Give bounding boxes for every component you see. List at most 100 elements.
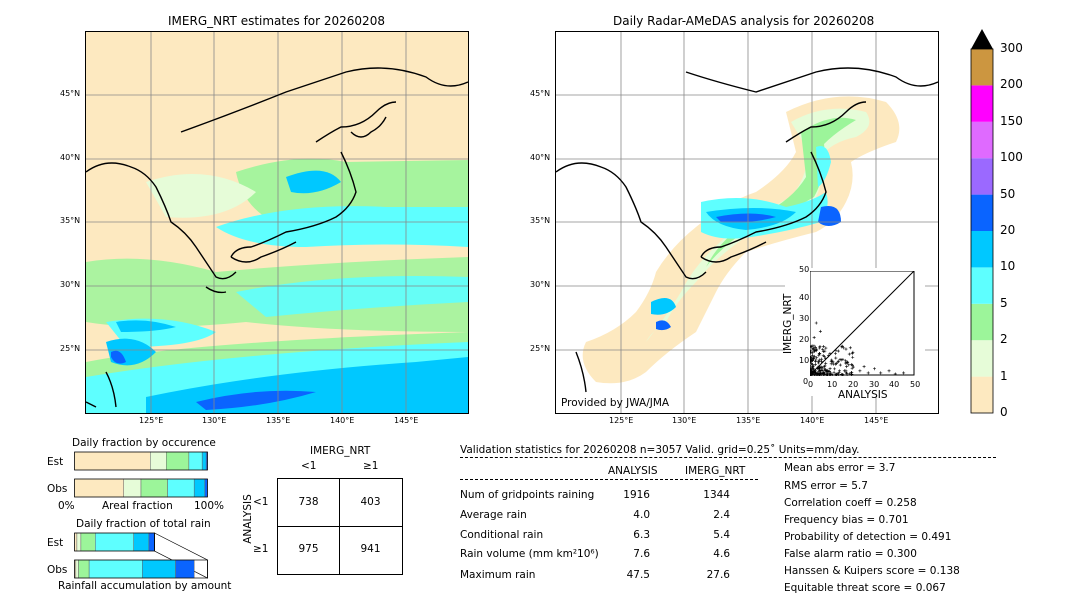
lat-label: 30°N	[530, 280, 551, 289]
occurrence-axis-left: 0%	[58, 500, 75, 512]
scatter-point	[810, 355, 813, 359]
scatter-point	[833, 367, 837, 371]
total-rain-row-label: Obs	[47, 564, 68, 576]
scatter-point	[810, 348, 812, 352]
scatter-point	[812, 354, 816, 358]
scatter-point	[831, 373, 835, 376]
scatter-point	[832, 371, 836, 375]
lon-label: 130°E	[672, 416, 697, 425]
scatter-x-tick: 50	[910, 380, 921, 389]
occurrence-obs-segment	[74, 478, 124, 498]
colorbar-block	[971, 231, 993, 268]
validation-row-analysis: 1916	[623, 489, 650, 501]
scatter-point	[887, 369, 891, 373]
validation-row-label: Rain volume (mm km²10⁶)	[460, 548, 599, 560]
scatter-point	[813, 362, 817, 366]
scatter-point	[837, 369, 841, 373]
total-rain-obs-segment	[75, 559, 79, 579]
left-map-rain-field	[86, 32, 468, 413]
validation-score: RMS error = 5.7	[784, 480, 868, 492]
scatter-y-tick: 40	[799, 293, 810, 302]
scatter-point	[848, 372, 852, 376]
scatter-point	[810, 367, 812, 371]
scatter-point	[902, 371, 906, 375]
scatter-point	[845, 365, 849, 369]
colorbar-block	[971, 376, 993, 413]
scatter-point	[814, 345, 818, 349]
scatter-point	[810, 345, 812, 349]
total-rain-est-segment	[148, 532, 155, 552]
scatter-point	[815, 372, 819, 376]
scatter-point	[822, 354, 826, 358]
validation-col-imerg: IMERG_NRT	[685, 465, 746, 477]
scatter-point	[810, 371, 813, 375]
scatter-point	[832, 362, 836, 366]
lat-label: 25°N	[530, 344, 551, 353]
validation-row-imerg: 2.4	[713, 509, 730, 521]
occurrence-obs-segment	[193, 478, 206, 498]
colorbar	[970, 29, 994, 414]
scatter-point	[842, 369, 846, 373]
scatter-point	[810, 344, 814, 348]
validation-score: Frequency bias = 0.701	[784, 514, 909, 526]
scatter-point	[829, 371, 833, 375]
colorbar-block	[971, 85, 993, 122]
scatter-point	[820, 357, 824, 361]
scatter-y-tick: 10	[799, 356, 810, 365]
scatter-x-tick: 0	[808, 380, 814, 389]
total-rain-obs-segment	[78, 559, 90, 579]
scatter-y-tick: 0	[803, 377, 809, 386]
scatter-point	[850, 363, 854, 367]
lon-label: 140°E	[800, 416, 825, 425]
scatter-plot	[810, 271, 915, 376]
colorbar-extend-triangle	[971, 29, 993, 49]
validation-divider	[460, 457, 996, 458]
occurrence-est-segment	[201, 451, 207, 471]
scatter-point	[838, 358, 842, 362]
scatter-point	[810, 372, 814, 376]
scatter-point	[834, 348, 838, 352]
scatter-point	[848, 346, 852, 350]
scatter-x-tick: 20	[848, 380, 859, 389]
scatter-point	[819, 360, 823, 364]
lat-label: 45°N	[530, 89, 551, 98]
colorbar-label: 2	[1000, 332, 1008, 347]
scatter-point	[828, 352, 832, 356]
contingency-cell: 403	[360, 496, 381, 508]
scatter-y-tick: 30	[799, 314, 810, 323]
validation-row-label: Average rain	[460, 509, 527, 521]
right-map-rain-field	[556, 32, 938, 413]
scatter-point	[810, 350, 813, 354]
lon-label: 135°E	[266, 416, 291, 425]
validation-row-label: Maximum rain	[460, 569, 536, 581]
scatter-point	[811, 359, 815, 363]
colorbar-block	[971, 303, 993, 341]
scatter-point	[810, 373, 812, 376]
colorbar-label: 300	[1000, 41, 1023, 55]
validation-score: False alarm ratio = 0.300	[784, 548, 917, 560]
validation-row-analysis: 47.5	[626, 569, 650, 581]
validation-row-label: Conditional rain	[460, 529, 544, 541]
scatter-point	[851, 355, 855, 359]
scatter-point	[836, 360, 840, 364]
scatter-point	[821, 347, 825, 351]
scatter-point	[842, 346, 846, 350]
contingency-cell: 738	[298, 496, 319, 508]
scatter-point	[833, 352, 837, 356]
scatter-point	[826, 369, 830, 373]
occurrence-est-segment	[150, 451, 167, 471]
scatter-y-tick: 20	[799, 335, 810, 344]
scatter-point	[815, 356, 819, 360]
total-rain-obs-segment	[88, 559, 143, 579]
total-rain-est-segment	[133, 532, 150, 552]
lon-label: 140°E	[330, 416, 355, 425]
lon-label: 125°E	[609, 416, 634, 425]
validation-row-analysis: 4.0	[633, 509, 650, 521]
total-rain-obs-segment	[175, 559, 195, 579]
scatter-point	[844, 370, 848, 374]
total-rain-est-segment	[74, 532, 78, 552]
validation-score: Equitable threat score = 0.067	[784, 582, 946, 594]
scatter-point	[816, 360, 820, 364]
scatter-point	[822, 345, 826, 349]
colorbar-label: 50	[1000, 186, 1016, 201]
